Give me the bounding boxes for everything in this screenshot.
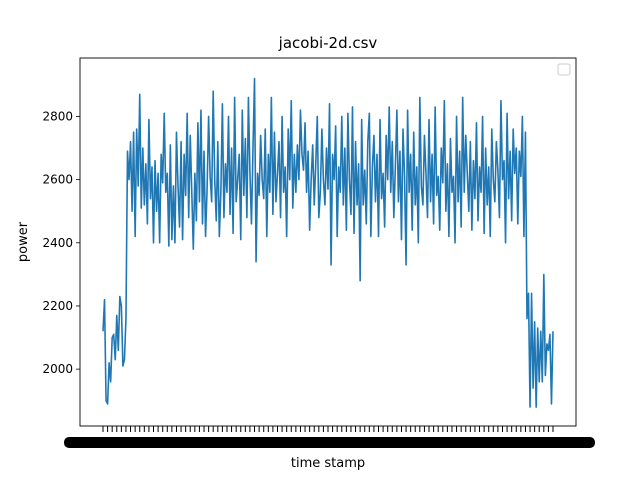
plot-frame (79, 57, 577, 427)
y-axis-label: power (16, 221, 31, 262)
legend-box[interactable] (557, 63, 571, 76)
y-tick-label: 2200 (42, 299, 73, 313)
y-tick-label: 2800 (42, 109, 73, 123)
y-tick-label: 2000 (42, 362, 73, 376)
chart-title: jacobi-2d.csv (278, 34, 378, 52)
x-tick-labels-overlap (64, 437, 595, 448)
y-tick-label: 2400 (42, 236, 73, 250)
series-line-power (102, 77, 554, 408)
y-tick-label: 2600 (42, 173, 73, 187)
x-axis-ticks (64, 426, 595, 448)
y-axis-ticks: 2000 2200 2400 2600 2800 (42, 109, 80, 376)
x-axis-label: time stamp (291, 456, 365, 471)
